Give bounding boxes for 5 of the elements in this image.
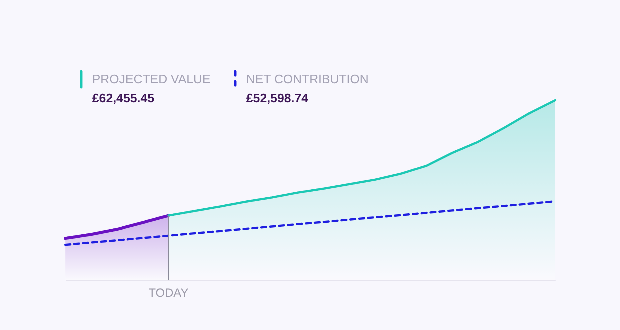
annotation: £62,455.45 — [92, 91, 155, 106]
annotation: £52,598.74 — [246, 91, 309, 106]
text: TODAY — [148, 286, 189, 300]
legend-label: PROJECTED VALUE — [92, 72, 211, 87]
legend-label: NET CONTRIBUTION — [246, 72, 369, 87]
